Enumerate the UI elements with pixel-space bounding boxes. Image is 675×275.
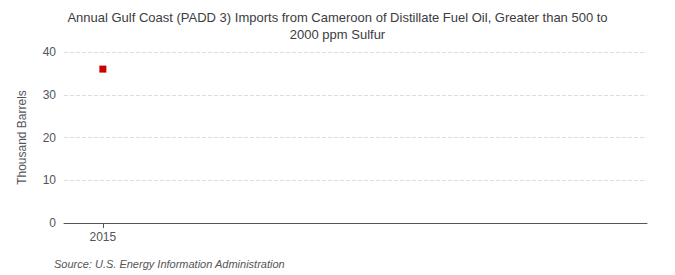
svg-text:0: 0: [49, 216, 56, 230]
svg-text:10: 10: [43, 173, 57, 187]
svg-text:2000 ppm Sulfur: 2000 ppm Sulfur: [290, 27, 386, 42]
svg-text:20: 20: [43, 131, 57, 145]
svg-text:Annual Gulf Coast (PADD 3) Imp: Annual Gulf Coast (PADD 3) Imports from …: [67, 10, 607, 25]
svg-text:30: 30: [43, 88, 57, 102]
svg-text:Source: U.S. Energy Informatio: Source: U.S. Energy Information Administ…: [54, 258, 285, 270]
svg-text:Thousand Barrels: Thousand Barrels: [15, 90, 29, 185]
svg-text:40: 40: [43, 45, 57, 59]
svg-text:2015: 2015: [90, 230, 117, 244]
